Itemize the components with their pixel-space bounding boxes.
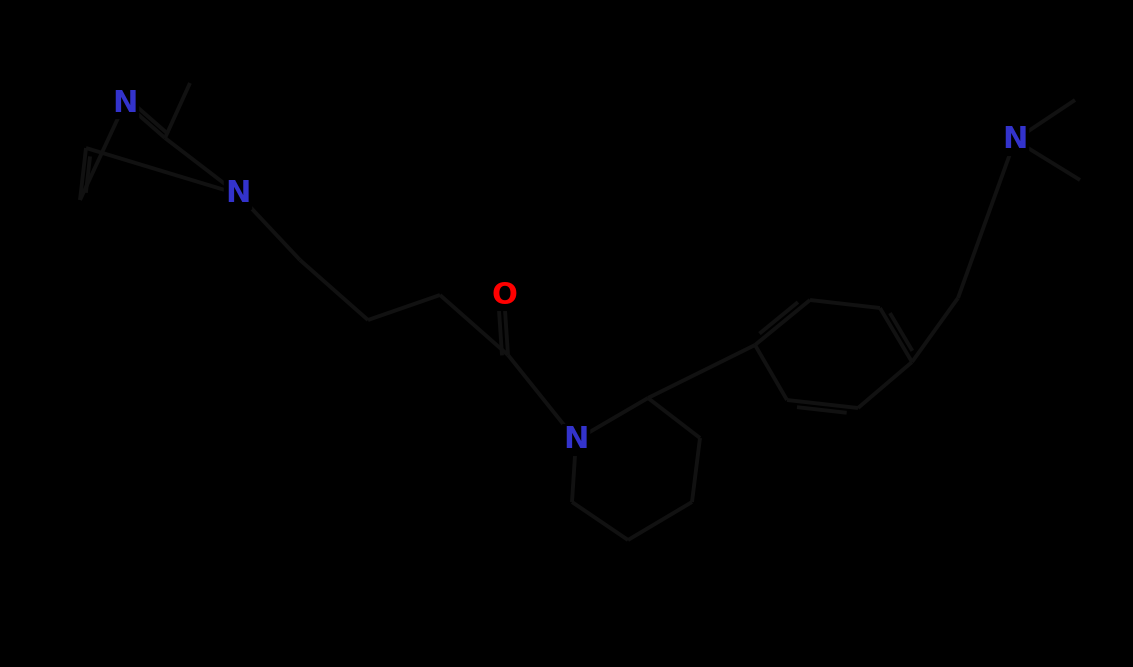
Text: N: N (1003, 125, 1028, 155)
Text: O: O (491, 281, 517, 309)
Text: N: N (225, 179, 250, 209)
Text: N: N (112, 89, 138, 117)
Text: N: N (563, 426, 589, 454)
